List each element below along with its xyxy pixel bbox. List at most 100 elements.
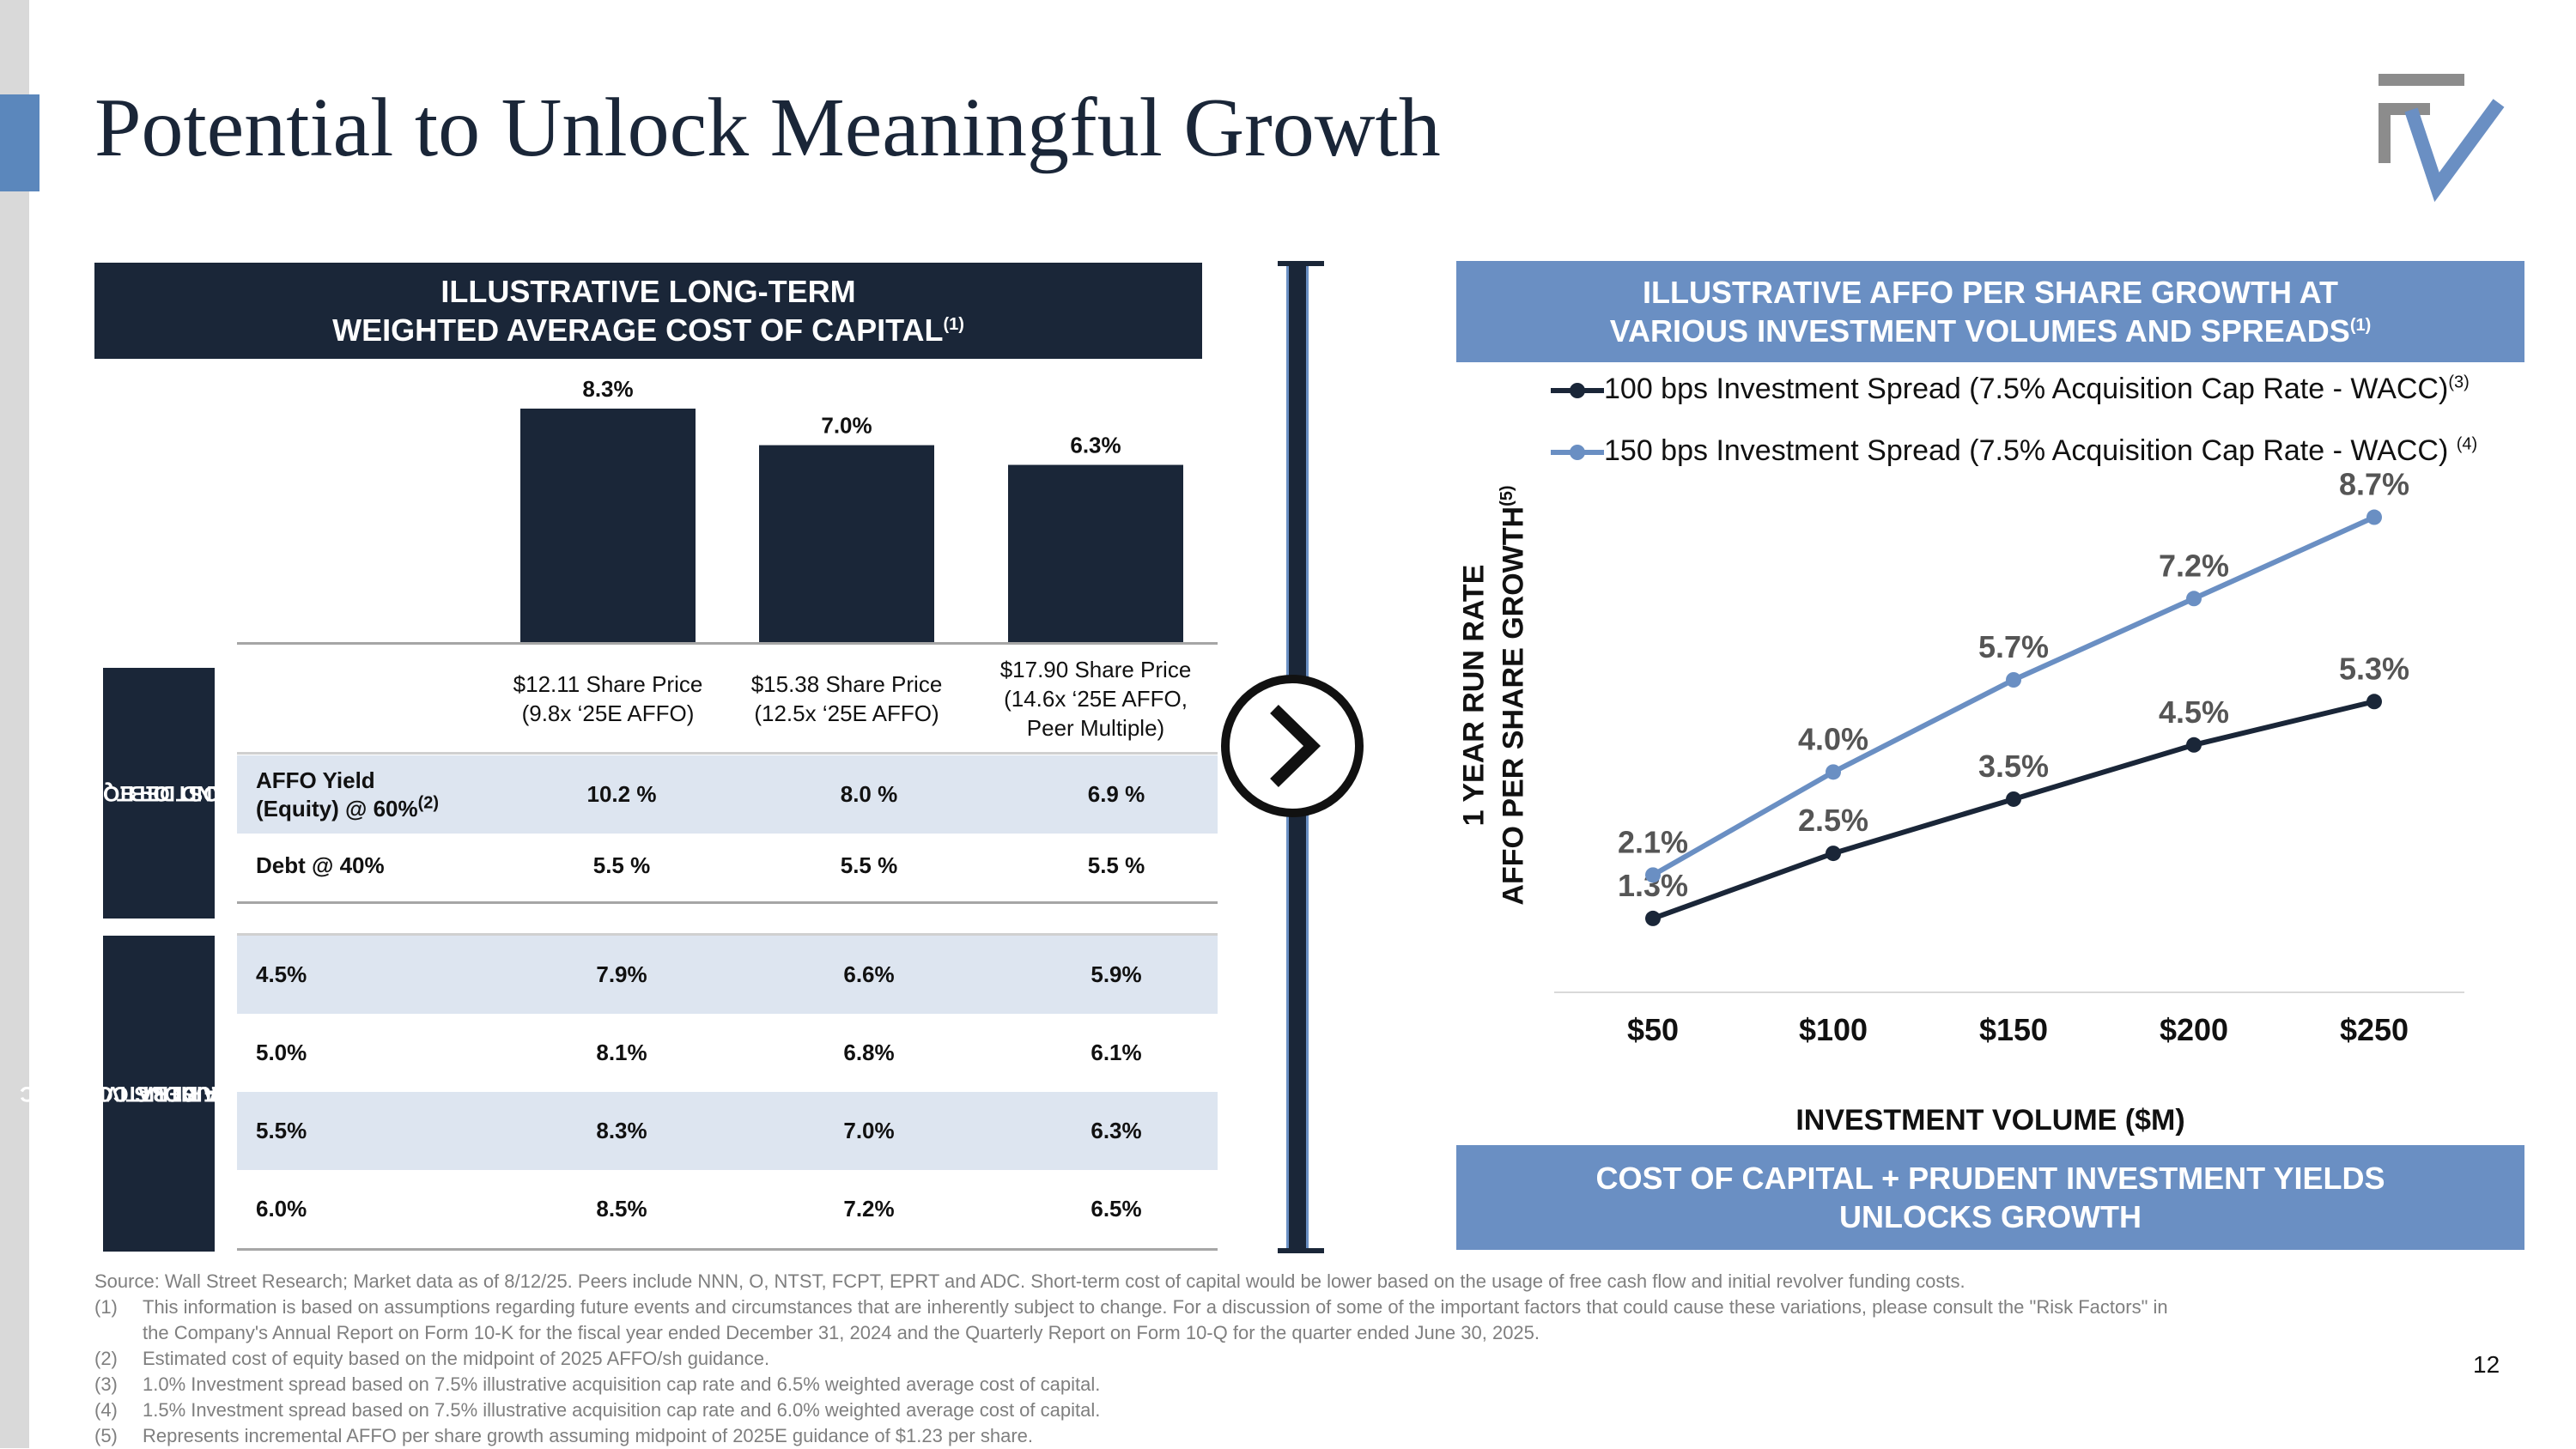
bar-value-label-2: 7.0% [821,413,872,439]
divider-cap-top [1278,261,1324,266]
growth-callout: COST OF CAPITAL + PRUDENT INVESTMENT YIE… [1456,1145,2524,1250]
debt-value-2: 5.5 % [840,852,898,878]
wacc-cell: 8.5% [596,1196,647,1222]
wacc-cell: 6.8% [843,1040,895,1065]
affo-header-line2: VARIOUS INVESTMENT VOLUMES AND SPREADS [1609,313,2350,349]
cost-of-equity-debt-label: COST OF EQUITY AND DEBT [54,668,236,919]
bar-baseline [237,642,1218,645]
table-bottom-line [237,1248,1218,1251]
series-2-data-label: 2.1% [1618,824,1688,859]
source-note: Source: Wall Street Research; Market dat… [94,1270,1965,1292]
footnotes-list: (1) This information is based on assumpt… [94,1294,2499,1449]
bar-1 [520,409,696,642]
x-tick-label: $250 [2340,1012,2409,1047]
footnote-4: (4) 1.5% Investment spread based on 7.5% … [94,1399,1101,1421]
legend-marker-2 [1551,445,1604,461]
legend-series-2: 150 bps Investment Spread (7.5% Acquisit… [1551,434,2477,468]
series-line-1 [1651,699,2375,921]
series-1-data-label: 5.3% [2339,651,2409,686]
affo-yield-value-1: 10.2 % [586,781,657,807]
page-title: Potential to Unlock Meaningful Growth [94,82,1441,174]
wacc-bar-chart: 8.3% 7.0% 6.3% [520,376,1183,642]
debt-label: Debt @ 40% [256,852,385,878]
company-logo-icon [2379,74,2505,203]
bar-value-label-3: 6.3% [1070,433,1121,458]
affo-yield-row: AFFO Yield (Equity) @ 60%(2) 10.2 % 8.0 … [237,755,1218,834]
page-number: 12 [2473,1351,2500,1378]
affo-growth-line-chart: $50 $100 $150 $200 $2501.3%2.5%3.5%4.5%5.3%2… [1554,467,2464,1047]
legend-marker-1 [1551,383,1604,399]
callout-line2: UNLOCKS GROWTH [1839,1199,2142,1234]
affo-header-line1: ILLUSTRATIVE AFFO PER SHARE GROWTH AT [1643,275,2338,310]
wacc-cell: 7.9% [596,961,647,987]
affo-growth-header: ILLUSTRATIVE AFFO PER SHARE GROWTH AT VA… [1456,261,2524,362]
series-1-point [2006,791,2021,807]
series-2-data-label: 4.0% [1798,721,1868,756]
wacc-header-sup: (1) [943,315,964,334]
footnote-3: (3) 1.0% Investment spread based on 7.5% … [94,1373,1101,1395]
wacc-header: ILLUSTRATIVE LONG-TERM WEIGHTED AVERAGE … [94,263,1202,359]
series-1-data-label: 2.5% [1798,803,1868,838]
affo-yield-value-3: 6.9 % [1087,781,1145,807]
wacc-cell: 5.9% [1091,961,1142,987]
wacc-cell: 6.6% [843,961,895,987]
title-accent-bar [0,94,39,191]
footnote-1: (1) This information is based on assumpt… [94,1296,2168,1343]
left-margin-bar [0,0,29,1448]
divider-cap-bottom [1278,1248,1324,1253]
affo-yield-label: AFFO Yield (Equity) @ 60%(2) [256,767,440,822]
wacc-debt-cost-label: ILLUSTRATIVE WACC AT VARIOUS COSTS OF DEBT [20,936,264,1252]
bar-2 [759,445,934,642]
share-price-1: $12.11 Share Price (9.8x ‘25E AFFO) [513,671,703,726]
debt-value-1: 5.5 % [592,852,651,878]
footnote-5: (5) Represents incremental AFFO per share… [94,1425,1034,1446]
wacc-row-1: 4.5% 7.9% 6.6% 5.9% [237,936,1218,1014]
series-1-point [2186,737,2202,753]
series-1-data-label: 3.5% [1978,749,2049,784]
series-1-point [2366,694,2382,710]
share-price-2: $15.38 Share Price (12.5x ‘25E AFFO) [750,671,943,726]
debt-value-3: 5.5 % [1087,852,1145,878]
wacc-row-2: 5.0% 8.1% 6.8% 6.1% [237,1014,1218,1092]
section-divider [237,901,1218,904]
callout-line1: COST OF CAPITAL + PRUDENT INVESTMENT YIE… [1595,1161,2385,1196]
chevron-right-icon [1221,675,1364,817]
wacc-cell: 6.3% [1091,1118,1142,1143]
series-2-point [2006,672,2021,688]
debt-row: Debt @ 40% 5.5 % 5.5 % 5.5 % [237,829,1218,901]
x-tick-label: $200 [2160,1012,2228,1047]
series-2-point [2366,509,2382,525]
wacc-cell: 6.5% [1091,1196,1142,1222]
wacc-row-label: 6.0% [256,1196,307,1222]
wacc-row-label: 5.0% [256,1040,307,1065]
row-divider [237,752,1218,755]
wacc-cell: 6.1% [1091,1040,1142,1065]
wacc-cell: 8.3% [596,1118,647,1143]
series-1-point [1826,846,1841,862]
affo-header-sup: (1) [2349,316,2372,335]
wacc-row-3: 5.5% 8.3% 7.0% 6.3% [237,1092,1218,1170]
x-tick-label: $50 [1627,1012,1679,1047]
wacc-cell: 8.1% [596,1040,647,1065]
wacc-row-4: 6.0% 8.5% 7.2% 6.5% [237,1170,1218,1248]
wacc-header-line2: WEIGHTED AVERAGE COST OF CAPITAL [332,312,944,348]
x-tick-label: $100 [1799,1012,1868,1047]
series-2-data-label: 7.2% [2159,548,2229,583]
series-2-point [1645,867,1661,883]
affo-yield-value-2: 8.0 % [840,781,898,807]
legend-series-1: 100 bps Investment Spread (7.5% Acquisit… [1551,373,2470,406]
wacc-cell: 7.0% [843,1118,895,1143]
series-2-point [1826,764,1841,780]
series-1-data-label: 4.5% [2159,694,2229,730]
bar-3 [1008,464,1183,642]
wacc-row-label: 5.5% [256,1118,307,1143]
section-divider-2 [237,933,1218,936]
x-tick-label: $150 [1979,1012,2048,1047]
wacc-header-line1: ILLUSTRATIVE LONG-TERM [440,274,856,309]
wacc-row-label: 4.5% [256,961,307,987]
share-price-3: $17.90 Share Price (14.6x ‘25E AFFO, Peer … [999,657,1192,741]
series-2-data-label: 5.7% [1978,629,2049,664]
series-2-point [2186,591,2202,607]
footnote-2: (2) Estimated cost of equity based on the… [94,1348,770,1369]
x-axis-title: INVESTMENT VOLUME ($M) [1795,1104,2185,1137]
